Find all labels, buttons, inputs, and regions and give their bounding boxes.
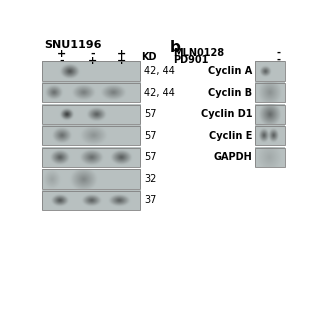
Text: 57: 57: [144, 152, 156, 162]
Bar: [42, 169, 140, 188]
Text: 57: 57: [144, 109, 156, 119]
Text: +: +: [117, 49, 126, 59]
Text: MLN0128: MLN0128: [173, 48, 224, 58]
Text: -: -: [277, 48, 281, 58]
Text: GAPDH: GAPDH: [214, 152, 252, 162]
Text: KD: KD: [141, 52, 156, 62]
Text: Cyclin D1: Cyclin D1: [201, 109, 252, 119]
Bar: [255, 105, 285, 124]
Bar: [42, 61, 140, 81]
Bar: [42, 191, 140, 210]
Bar: [42, 83, 140, 102]
Text: +: +: [88, 56, 97, 66]
Text: 32: 32: [144, 174, 156, 184]
Bar: [255, 83, 285, 102]
Text: PD901: PD901: [173, 55, 209, 65]
Text: -: -: [60, 56, 64, 66]
Text: 42, 44: 42, 44: [144, 66, 175, 76]
Text: 37: 37: [144, 196, 156, 205]
Bar: [255, 61, 285, 81]
Text: +: +: [57, 49, 66, 59]
Bar: [42, 148, 140, 167]
Text: -: -: [277, 55, 281, 65]
Text: Cyclin E: Cyclin E: [209, 131, 252, 141]
Text: Cyclin A: Cyclin A: [208, 66, 252, 76]
Bar: [42, 105, 140, 124]
Text: b: b: [170, 40, 181, 55]
Text: Cyclin B: Cyclin B: [208, 88, 252, 98]
Text: SNU1196: SNU1196: [44, 40, 101, 50]
Text: +: +: [117, 56, 126, 66]
Text: -: -: [90, 49, 95, 59]
Text: 42, 44: 42, 44: [144, 88, 175, 98]
Bar: [42, 126, 140, 145]
Text: 57: 57: [144, 131, 156, 141]
Bar: [255, 126, 285, 145]
Bar: [255, 148, 285, 167]
